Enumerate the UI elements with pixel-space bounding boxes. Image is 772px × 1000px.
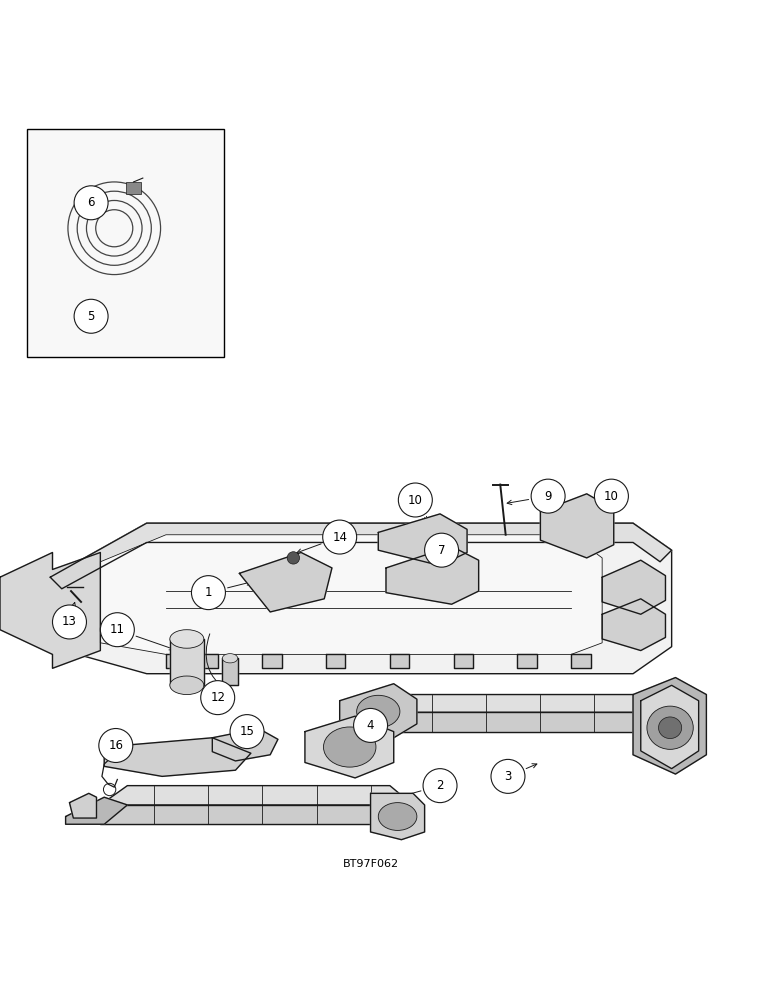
Circle shape xyxy=(398,483,432,517)
Polygon shape xyxy=(641,685,699,769)
Circle shape xyxy=(74,186,108,220)
Text: 13: 13 xyxy=(62,615,77,628)
Text: 15: 15 xyxy=(239,725,255,738)
Circle shape xyxy=(100,613,134,647)
Text: 10: 10 xyxy=(408,493,423,506)
Circle shape xyxy=(191,576,225,610)
Circle shape xyxy=(287,552,300,564)
Polygon shape xyxy=(454,654,473,668)
Circle shape xyxy=(99,729,133,762)
Polygon shape xyxy=(390,654,409,668)
Polygon shape xyxy=(602,599,665,651)
Polygon shape xyxy=(326,654,345,668)
Ellipse shape xyxy=(659,717,682,739)
Polygon shape xyxy=(50,523,672,674)
Circle shape xyxy=(74,299,108,333)
Polygon shape xyxy=(100,535,602,654)
Polygon shape xyxy=(571,654,591,668)
Polygon shape xyxy=(371,793,425,840)
Circle shape xyxy=(52,605,86,639)
Polygon shape xyxy=(239,552,332,612)
Polygon shape xyxy=(517,654,537,668)
Text: 16: 16 xyxy=(108,739,124,752)
Polygon shape xyxy=(199,654,218,668)
Ellipse shape xyxy=(170,676,204,695)
Polygon shape xyxy=(50,523,672,589)
Text: 14: 14 xyxy=(332,531,347,544)
Circle shape xyxy=(594,479,628,513)
Circle shape xyxy=(425,533,459,567)
Ellipse shape xyxy=(378,803,417,830)
Ellipse shape xyxy=(647,706,693,749)
Text: 11: 11 xyxy=(110,623,125,636)
Ellipse shape xyxy=(323,727,376,767)
Bar xyxy=(27,129,224,357)
Text: BT97F062: BT97F062 xyxy=(343,859,398,869)
Text: 6: 6 xyxy=(87,196,95,209)
Circle shape xyxy=(323,520,357,554)
Polygon shape xyxy=(386,546,479,604)
Polygon shape xyxy=(222,658,238,685)
Ellipse shape xyxy=(222,654,238,663)
Polygon shape xyxy=(340,684,417,738)
Polygon shape xyxy=(378,514,467,566)
Polygon shape xyxy=(0,552,100,668)
Circle shape xyxy=(354,708,388,742)
Polygon shape xyxy=(262,654,282,668)
Circle shape xyxy=(201,681,235,715)
Polygon shape xyxy=(340,695,660,712)
Ellipse shape xyxy=(357,695,400,728)
Circle shape xyxy=(531,479,565,513)
Circle shape xyxy=(423,769,457,803)
Polygon shape xyxy=(633,678,706,774)
Polygon shape xyxy=(340,712,660,732)
Text: 10: 10 xyxy=(604,490,619,503)
Ellipse shape xyxy=(170,630,204,648)
Polygon shape xyxy=(166,654,185,668)
Text: 3: 3 xyxy=(504,770,512,783)
Bar xyxy=(126,182,141,194)
Polygon shape xyxy=(104,738,251,776)
Polygon shape xyxy=(170,639,204,685)
Text: 12: 12 xyxy=(210,691,225,704)
Circle shape xyxy=(491,759,525,793)
Text: 7: 7 xyxy=(438,544,445,557)
Text: 1: 1 xyxy=(205,586,212,599)
Text: 2: 2 xyxy=(436,779,444,792)
Polygon shape xyxy=(100,805,413,824)
Text: 9: 9 xyxy=(544,490,552,503)
Polygon shape xyxy=(540,494,614,558)
Text: 5: 5 xyxy=(87,310,95,323)
Polygon shape xyxy=(66,797,127,824)
Polygon shape xyxy=(602,560,665,614)
Text: 4: 4 xyxy=(367,719,374,732)
Polygon shape xyxy=(69,793,96,818)
Circle shape xyxy=(230,715,264,749)
Polygon shape xyxy=(100,786,413,805)
Polygon shape xyxy=(212,729,278,761)
Polygon shape xyxy=(305,716,394,778)
